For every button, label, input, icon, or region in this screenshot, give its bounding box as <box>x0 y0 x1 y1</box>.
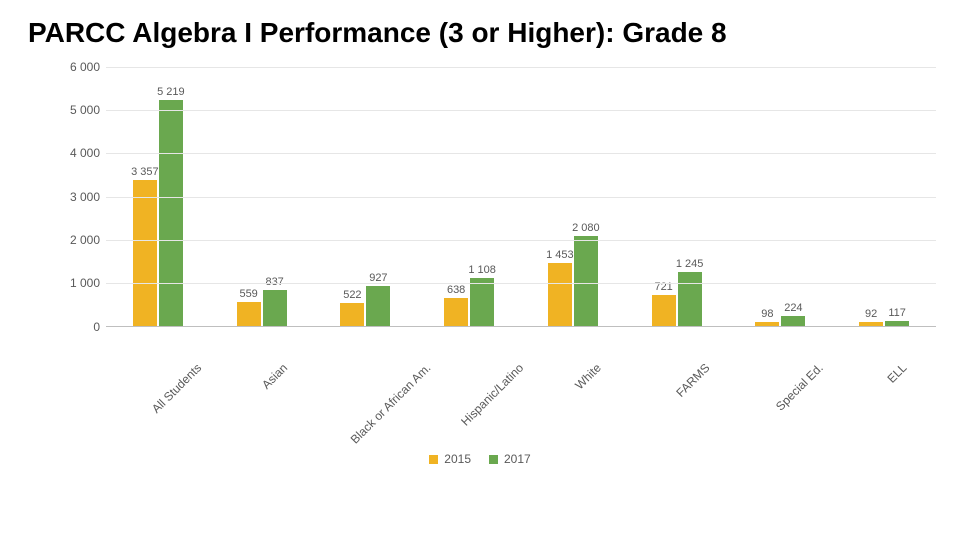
bar-value-label: 1 108 <box>468 264 496 276</box>
bar: 2 080 <box>574 236 598 326</box>
legend-swatch <box>489 455 498 464</box>
bar: 837 <box>263 290 287 326</box>
bar-value-label: 5 219 <box>157 86 185 98</box>
bar: 522 <box>340 303 364 326</box>
legend: 2015 2017 <box>0 452 960 466</box>
x-tick-label: ELL <box>833 331 936 345</box>
bar-value-label: 117 <box>888 307 906 319</box>
y-tick-label: 6 000 <box>70 60 100 74</box>
bar: 927 <box>366 286 390 326</box>
gridline <box>106 197 936 198</box>
gridline <box>106 67 936 68</box>
y-tick-label: 4 000 <box>70 146 100 160</box>
x-axis-labels: All StudentsAsianBlack or African Am.His… <box>106 331 936 345</box>
bar: 92 <box>859 322 883 326</box>
bar-value-label: 98 <box>761 308 773 320</box>
x-tick-label: Special Ed. <box>730 331 833 345</box>
legend-swatch <box>429 455 438 464</box>
x-tick-label: White <box>523 331 626 345</box>
bar: 98 <box>755 322 779 326</box>
legend-item: 2017 <box>489 452 531 466</box>
bar-value-label: 3 357 <box>131 166 159 178</box>
x-tick-label: Hispanic/Latino <box>420 331 523 345</box>
bar-value-label: 927 <box>369 272 387 284</box>
x-tick-label: FARMS <box>626 331 729 345</box>
bar-value-label: 721 <box>654 281 672 293</box>
bar-value-label: 1 453 <box>546 249 574 261</box>
chart-title: PARCC Algebra I Performance (3 or Higher… <box>28 18 932 49</box>
y-tick-label: 5 000 <box>70 103 100 117</box>
bar-chart: 01 0002 0003 0004 0005 0006 000 3 3575 2… <box>56 67 936 367</box>
legend-label: 2017 <box>504 452 531 466</box>
slide: PARCC Algebra I Performance (3 or Higher… <box>0 0 960 540</box>
bar-value-label: 638 <box>447 284 465 296</box>
bar: 3 357 <box>133 180 157 325</box>
bar: 559 <box>237 302 261 326</box>
legend-item: 2015 <box>429 452 471 466</box>
bar: 117 <box>885 321 909 326</box>
gridline <box>106 240 936 241</box>
legend-label: 2015 <box>444 452 471 466</box>
y-tick-label: 2 000 <box>70 233 100 247</box>
bar: 1 245 <box>678 272 702 326</box>
bar-value-label: 92 <box>865 308 877 320</box>
gridline <box>106 283 936 284</box>
x-tick-label: All Students <box>106 331 209 345</box>
bar: 224 <box>781 316 805 326</box>
bar: 638 <box>444 298 468 326</box>
y-tick-label: 3 000 <box>70 190 100 204</box>
bar-value-label: 522 <box>343 289 361 301</box>
y-tick-label: 1 000 <box>70 276 100 290</box>
y-tick-label: 0 <box>93 320 100 334</box>
plot-area: 3 3575 2195598375229276381 1081 4532 080… <box>106 67 936 327</box>
bar-value-label: 837 <box>265 276 283 288</box>
gridline <box>106 153 936 154</box>
bar: 1 108 <box>470 278 494 326</box>
y-axis: 01 0002 0003 0004 0005 0006 000 <box>56 67 106 327</box>
bar: 1 453 <box>548 263 572 326</box>
bar: 5 219 <box>159 100 183 326</box>
x-tick-label: Black or African Am. <box>312 331 419 345</box>
bar: 721 <box>652 295 676 326</box>
gridline <box>106 110 936 111</box>
bar-value-label: 224 <box>784 302 802 314</box>
bar-value-label: 1 245 <box>676 258 704 270</box>
bar-value-label: 559 <box>239 288 257 300</box>
x-tick-label: Asian <box>209 331 312 345</box>
bar-value-label: 2 080 <box>572 222 600 234</box>
